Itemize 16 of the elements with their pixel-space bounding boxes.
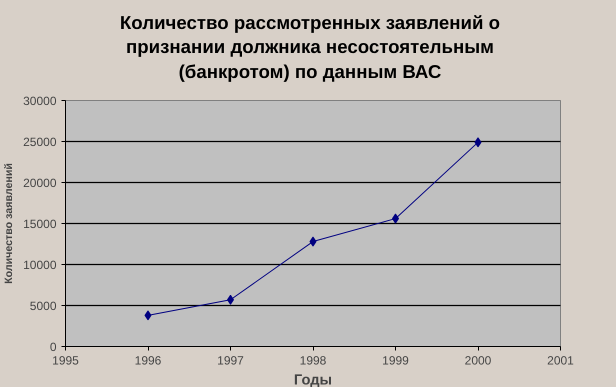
x-tick-label: 1999: [382, 354, 410, 368]
x-tick-label: 1996: [134, 354, 162, 368]
y-tick-label: 25000: [23, 135, 57, 149]
y-tick-label: 15000: [23, 217, 57, 231]
x-tick-label: 1997: [217, 354, 244, 368]
x-tick-label: 1998: [300, 354, 327, 368]
x-tick-label: 2001: [547, 354, 574, 368]
y-tick-label: 0: [50, 340, 57, 354]
y-tick-label: 10000: [23, 258, 57, 272]
y-tick-label: 20000: [23, 176, 57, 190]
x-tick-label: 2000: [464, 354, 492, 368]
y-tick-label: 5000: [30, 299, 57, 313]
y-tick-label: 30000: [23, 94, 57, 108]
x-tick-label: 1995: [52, 354, 80, 368]
y-axis-title: Количество заявлений: [3, 163, 16, 284]
chart-title: Количество рассмотренных заявлений о признании должника несостоятельным (банкротом) по данным ВАС: [118, 11, 502, 84]
